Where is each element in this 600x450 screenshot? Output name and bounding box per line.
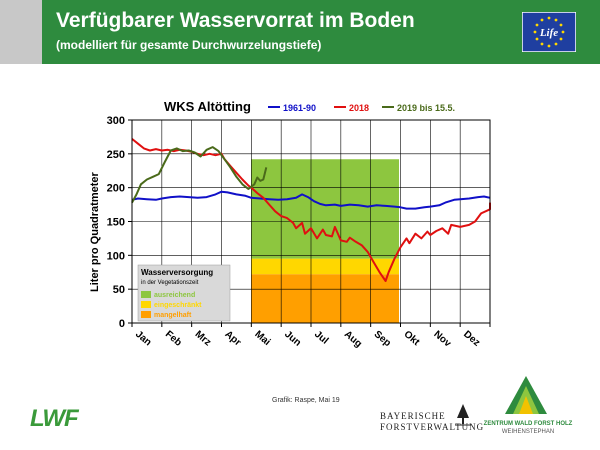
- bayerische-forstverwaltung-logo: BAYERISCHE FORSTVERWALTUNG: [380, 411, 484, 433]
- x-tick-label: Jun: [282, 329, 303, 349]
- zwfh-logo-text: ZENTRUM WALD FORST HOLZ WEIHENSTEPHAN: [478, 420, 578, 436]
- x-tick-label: Jan: [133, 329, 153, 349]
- series-line-0: [131, 190, 491, 210]
- bay-forst-line2: FORSTVERWALTUNG: [380, 422, 485, 432]
- series-lines: [131, 138, 491, 282]
- y-axis-label: Liter pro Quadratmeter: [89, 171, 101, 292]
- legend-label-1: 2018: [349, 103, 369, 113]
- y-tick-label: 0: [119, 318, 125, 330]
- header-bar: Verfügbarer Wasservorrat im Boden (model…: [42, 0, 600, 64]
- x-tick-label: Dez: [461, 329, 482, 349]
- zwfh-line1: ZENTRUM WALD FORST HOLZ: [483, 421, 573, 427]
- chart-credit: Grafik: Raspe, Mai 19: [272, 397, 340, 404]
- water-chart: 0 50 100 150 200 250 300 Jan Feb Mrz Apr Mai Jun Jul…: [89, 99, 491, 350]
- x-tick-label: Mrz: [193, 329, 213, 349]
- page-subtitle: (modelliert für gesamte Durchwurzelungst…: [56, 38, 322, 52]
- x-tick-label: Okt: [402, 329, 422, 349]
- inset-legend-label-1: eingeschränkt: [154, 302, 202, 309]
- y-tick-label: 150: [107, 217, 125, 229]
- inset-legend-box: [137, 264, 231, 322]
- x-tick-label: Feb: [163, 329, 184, 349]
- band-ausreichend: [251, 159, 400, 259]
- zwfh-line2: WEIHENSTEPHAN: [501, 429, 555, 435]
- zwfh-tree-logo-icon: [505, 376, 547, 414]
- y-tick-labels: 0 50 100 150 200 250 300: [107, 115, 125, 330]
- legend: 1961-90 2018 2019 bis 15.5.: [268, 103, 455, 113]
- x-tick-label: Jul: [312, 329, 330, 347]
- y-tick-label: 200: [107, 183, 125, 195]
- bay-forst-line1: BAYERISCHE: [380, 411, 446, 421]
- legend-label-0: 1961-90: [283, 103, 316, 113]
- chart-area: 0 50 100 150 200 250 300 Jan Feb Mrz Apr Mai Jun Jul…: [0, 90, 600, 370]
- x-tick-label: Nov: [431, 329, 453, 350]
- inset-legend-swatch-2: [141, 311, 151, 318]
- grid-lines: [128, 119, 491, 327]
- inset-legend-subtitle: in der Vegetationszeit: [141, 280, 199, 286]
- vegetation-bands: [251, 159, 400, 323]
- eu-life-logo-text: Life: [539, 27, 558, 39]
- x-tick-label: Mai: [252, 329, 272, 348]
- y-tick-label: 50: [113, 284, 125, 296]
- x-tick-label: Sep: [372, 329, 393, 349]
- lwf-logo-text: LWF: [30, 405, 79, 432]
- band-mangelhaft: [251, 274, 400, 323]
- tree-logo-icon: [455, 404, 471, 426]
- y-tick-label: 100: [107, 250, 125, 262]
- page-title: Verfügbarer Wasservorrat im Boden: [56, 9, 415, 32]
- x-tick-labels: Jan Feb Mrz Apr Mai Jun Jul Aug Sep Okt Nov Dez: [133, 329, 482, 350]
- y-tick-label: 300: [107, 115, 125, 127]
- inset-legend-label-0: ausreichend: [154, 292, 195, 299]
- band-eingeschränkt: [251, 258, 400, 275]
- y-tick-label: 250: [107, 149, 125, 161]
- eu-life-logo-icon: Life: [522, 12, 576, 52]
- water-supply-legend: Wasserversorgung in der Vegetationszeit au…: [137, 264, 231, 322]
- left-strip: [0, 0, 42, 64]
- x-tick-label: Apr: [223, 329, 243, 349]
- plot-frame: [131, 119, 491, 324]
- series-line-2: [131, 146, 268, 204]
- inset-legend-title: Wasserversorgung: [141, 268, 213, 277]
- inset-legend-label-2: mangelhaft: [154, 312, 192, 319]
- inset-legend-swatch-1: [141, 301, 151, 308]
- x-tick-label: Aug: [342, 329, 364, 350]
- chart-title: WKS Altötting: [164, 99, 251, 114]
- inset-legend-swatch-0: [141, 291, 151, 298]
- legend-label-2: 2019 bis 15.5.: [397, 103, 455, 113]
